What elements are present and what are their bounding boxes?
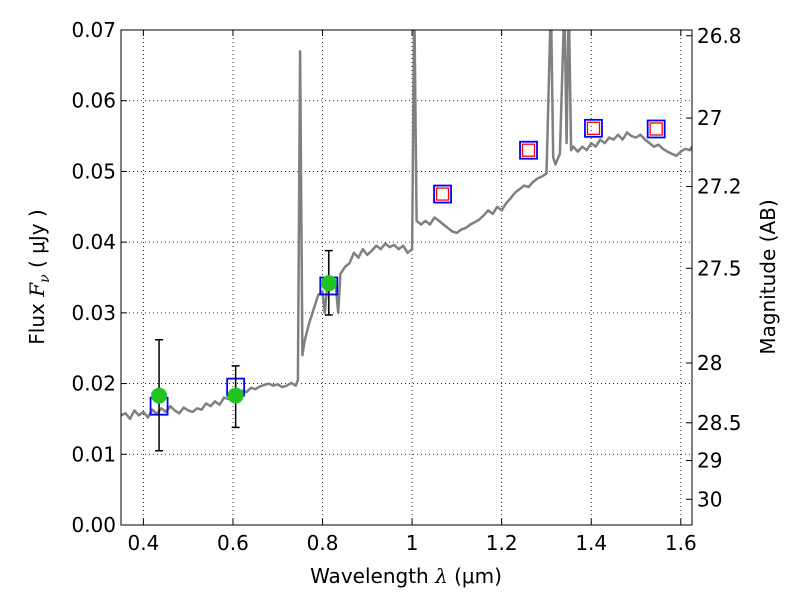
- y-axis-label: Flux Fν ( μJy ): [25, 209, 53, 344]
- mag-tick-label: 29: [697, 449, 722, 473]
- marker-layer: [149, 118, 666, 452]
- model-flux-square: [433, 184, 452, 204]
- model-flux-inner-square: [521, 143, 536, 157]
- x-tick-label: 1: [406, 531, 419, 555]
- y-tick-label: 0.04: [71, 230, 116, 254]
- mag-tick-label: 30: [697, 487, 722, 511]
- model-flux-square: [519, 140, 538, 160]
- mag-tick-label: 28: [697, 351, 722, 375]
- observed-flux-point: [151, 387, 168, 404]
- model-flux-inner-square: [435, 187, 450, 201]
- mag-tick-label: 27.5: [697, 256, 742, 280]
- y-tick-label: 0.05: [71, 159, 116, 183]
- x-tick-label: 0.4: [127, 531, 159, 555]
- spectrum-line: [121, 30, 692, 421]
- mag-tick-label: 26.8: [697, 24, 742, 48]
- x-tick-label: 0.6: [217, 531, 249, 555]
- observed-flux-point: [320, 275, 337, 292]
- x-axis-label: Wavelength λ (μm): [310, 564, 502, 588]
- mag-tick-label: 27: [697, 106, 722, 130]
- model-flux-inner-square: [586, 121, 601, 135]
- y-tick-label: 0.02: [71, 372, 116, 396]
- y-tick-label: 0.07: [71, 18, 116, 42]
- y-tick-label: 0.03: [71, 301, 116, 325]
- y-tick-label: 0.06: [71, 89, 116, 113]
- series-layer: [121, 30, 692, 421]
- observed-flux-point: [227, 387, 244, 404]
- mag-tick-label: 28.5: [697, 411, 742, 435]
- x-tick-label: 1.2: [486, 531, 518, 555]
- y-tick-label: 0.01: [71, 442, 116, 466]
- model-flux-square: [646, 119, 666, 139]
- mag-tick-label: 27.2: [697, 175, 742, 199]
- y-tick-label: 0.00: [71, 513, 116, 537]
- y2-axis-label: Magnitude (AB): [756, 199, 780, 354]
- grid: [121, 29, 692, 526]
- model-flux-square: [584, 118, 603, 138]
- plot-frame: [120, 29, 693, 526]
- x-tick-label: 1.6: [665, 531, 697, 555]
- ticks: 0.4 0.6 0.8 1 1.2 1.4 1.6 0.00 0.01 0.02 0.03 0.04 0…: [71, 18, 741, 555]
- model-flux-inner-square: [649, 122, 663, 136]
- x-tick-label: 1.4: [575, 531, 607, 555]
- x-tick-label: 0.8: [307, 531, 339, 555]
